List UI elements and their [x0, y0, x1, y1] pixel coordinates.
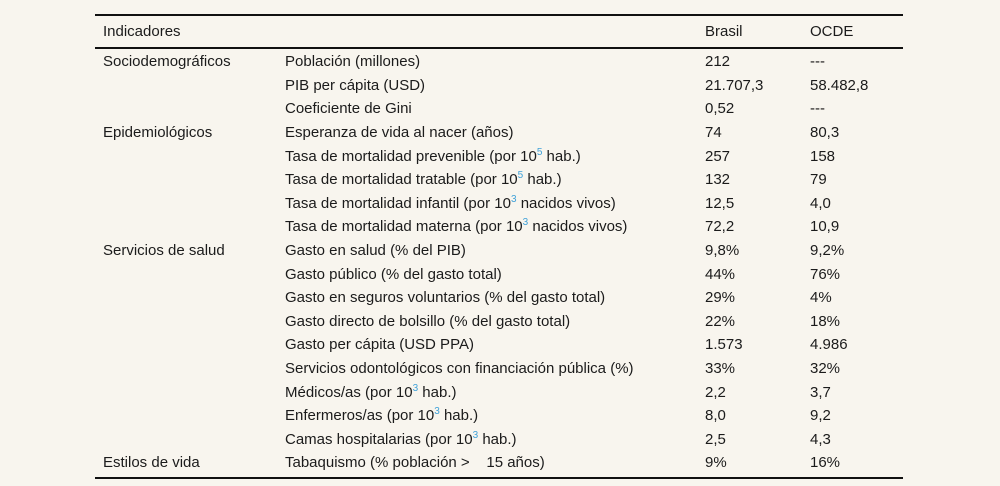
column-header-ocde: OCDE — [810, 23, 854, 40]
ocde-value-cell: --- — [810, 53, 825, 71]
indicators-table: Indicadores Brasil OCDE Sociodemográfico… — [95, 14, 903, 479]
indicator-cell: Tasa de mortalidad infantil (por 103 nac… — [285, 193, 616, 212]
indicator-cell: Tabaquismo (% población > 15 años) — [285, 454, 545, 472]
ocde-value-cell: --- — [810, 100, 825, 118]
table-row: PIB per cápita (USD) 21.707,3 58.482,8 — [95, 74, 903, 98]
indicator-cell: Médicos/as (por 103 hab.) — [285, 382, 457, 401]
column-header-brasil: Brasil — [705, 23, 743, 40]
table-row: Estilos de vida Tabaquismo (% población >… — [95, 451, 903, 475]
brasil-value-cell: 74 — [705, 124, 722, 142]
ocde-value-cell: 58.482,8 — [810, 76, 869, 94]
exponent-superscript: 5 — [536, 146, 543, 158]
ocde-value-cell: 4,3 — [810, 430, 831, 448]
table-row: Gasto per cápita (USD PPA) 1.573 4.986 — [95, 333, 903, 357]
indicator-cell: Enfermeros/as (por 103 hab.) — [285, 406, 479, 425]
ocde-value-cell: 158 — [810, 147, 836, 165]
column-header-indicadores: Indicadores — [103, 23, 181, 40]
ocde-value-cell: 16% — [810, 454, 841, 472]
brasil-value-cell: 9% — [705, 454, 727, 472]
brasil-value-cell: 22% — [705, 312, 736, 330]
table-header-row: Indicadores Brasil OCDE — [95, 16, 903, 49]
ocde-value-cell: 4.986 — [810, 336, 848, 354]
indicator-cell: Gasto público (% del gasto total) — [285, 265, 502, 283]
category-cell: Servicios de salud — [103, 242, 225, 260]
exponent-superscript: 5 — [517, 170, 524, 182]
brasil-value-cell: 257 — [705, 147, 731, 165]
ocde-value-cell: 4% — [810, 289, 832, 307]
table-row: Camas hospitalarias (por 103 hab.) 2,5 4,3 — [95, 428, 903, 452]
brasil-value-cell: 8,0 — [705, 407, 726, 425]
indicator-cell: Gasto per cápita (USD PPA) — [285, 336, 474, 354]
table-row: Epidemiológicos Esperanza de vida al nace… — [95, 121, 903, 145]
ocde-value-cell: 3,7 — [810, 383, 831, 401]
ocde-value-cell: 10,9 — [810, 218, 840, 236]
brasil-value-cell: 2,5 — [705, 430, 726, 448]
category-cell: Estilos de vida — [103, 454, 200, 472]
indicator-cell: Tasa de mortalidad materna (por 103 naci… — [285, 217, 628, 236]
indicator-cell: Población (millones) — [285, 53, 421, 71]
table-row: Servicios de salud Gasto en salud (% del … — [95, 239, 903, 263]
brasil-value-cell: 33% — [705, 360, 736, 378]
brasil-value-cell: 1.573 — [705, 336, 743, 354]
table-row: Tasa de mortalidad tratable (por 105 hab… — [95, 168, 903, 192]
indicator-cell: Servicios odontológicos con financiación… — [285, 360, 634, 378]
indicator-cell: Tasa de mortalidad prevenible (por 105 h… — [285, 146, 581, 165]
table-row: Tasa de mortalidad materna (por 103 naci… — [95, 215, 903, 239]
brasil-value-cell: 212 — [705, 53, 731, 71]
exponent-superscript: 3 — [522, 217, 529, 229]
table-body: Sociodemográficos Población (millones) 212… — [95, 49, 903, 477]
brasil-value-cell: 0,52 — [705, 100, 735, 118]
exponent-superscript: 3 — [412, 382, 419, 394]
ocde-value-cell: 18% — [810, 312, 841, 330]
category-cell: Sociodemográficos — [103, 53, 231, 71]
table-row: Gasto directo de bolsillo (% del gasto t… — [95, 310, 903, 334]
indicator-cell: Gasto en seguros voluntarios (% del gast… — [285, 289, 606, 307]
table-row: Tasa de mortalidad infantil (por 103 nac… — [95, 192, 903, 216]
ocde-value-cell: 4,0 — [810, 194, 831, 212]
indicator-cell: Camas hospitalarias (por 103 hab.) — [285, 429, 517, 448]
exponent-superscript: 3 — [434, 406, 440, 418]
ocde-value-cell: 80,3 — [810, 124, 840, 142]
brasil-value-cell: 44% — [705, 265, 736, 283]
table-row: Tasa de mortalidad prevenible (por 105 h… — [95, 144, 903, 168]
table-row: Sociodemográficos Población (millones) 212… — [95, 50, 903, 74]
brasil-value-cell: 29% — [705, 289, 736, 307]
table-row: Coeficiente de Gini 0,52 --- — [95, 97, 903, 121]
table-row: Gasto en seguros voluntarios (% del gast… — [95, 286, 903, 310]
brasil-value-cell: 2,2 — [705, 383, 726, 401]
ocde-value-cell: 9,2% — [810, 242, 845, 260]
ocde-value-cell: 79 — [810, 171, 827, 189]
indicator-cell: Tasa de mortalidad tratable (por 105 hab… — [285, 170, 562, 189]
table-row: Servicios odontológicos con financiación… — [95, 357, 903, 381]
indicator-cell: Gasto en salud (% del PIB) — [285, 242, 466, 260]
table-row: Médicos/as (por 103 hab.) 2,2 3,7 — [95, 380, 903, 404]
brasil-value-cell: 9,8% — [705, 242, 740, 260]
brasil-value-cell: 72,2 — [705, 218, 735, 236]
table-row: Enfermeros/as (por 103 hab.) 8,0 9,2 — [95, 404, 903, 428]
indicator-cell: PIB per cápita (USD) — [285, 76, 426, 94]
brasil-value-cell: 21.707,3 — [705, 76, 764, 94]
indicator-cell: Gasto directo de bolsillo (% del gasto t… — [285, 312, 571, 330]
exponent-superscript: 3 — [472, 429, 479, 441]
exponent-superscript: 3 — [510, 193, 517, 205]
brasil-value-cell: 12,5 — [705, 194, 735, 212]
table-row: Gasto público (% del gasto total) 44% 76% — [95, 262, 903, 286]
brasil-value-cell: 132 — [705, 171, 731, 189]
category-cell: Epidemiológicos — [103, 124, 213, 142]
indicator-cell: Esperanza de vida al nacer (años) — [285, 124, 514, 142]
ocde-value-cell: 9,2 — [810, 407, 831, 425]
ocde-value-cell: 76% — [810, 265, 841, 283]
ocde-value-cell: 32% — [810, 360, 841, 378]
indicator-cell: Coeficiente de Gini — [285, 100, 412, 118]
